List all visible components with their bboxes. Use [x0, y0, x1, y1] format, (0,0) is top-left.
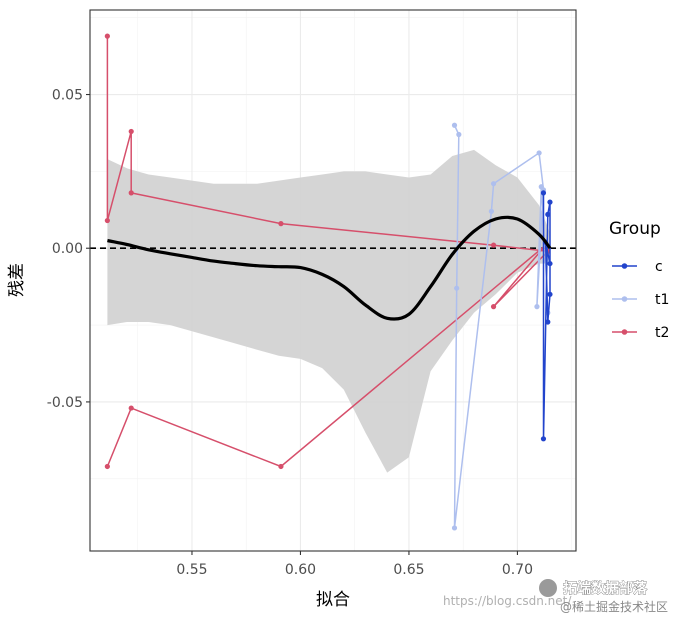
- data-point-t2: [104, 33, 110, 39]
- legend-label-t2: t2: [655, 325, 669, 341]
- legend-title: Group: [609, 219, 661, 239]
- series-line-t1: [453, 124, 549, 528]
- data-point-t2: [104, 463, 110, 470]
- legend-key-t1: t1: [612, 292, 669, 308]
- data-point-c: [545, 319, 551, 325]
- data-point-t1: [456, 131, 462, 138]
- x-axis-title: 拟合: [316, 590, 350, 610]
- data-point-t1: [490, 181, 497, 187]
- legend-label-t1: t1: [655, 292, 669, 308]
- data-point-t1: [538, 184, 544, 190]
- smooth-curve-layer: [107, 215, 552, 321]
- legend-point-t2: [621, 329, 628, 335]
- watermark-url: https://blog.csdn.net/: [443, 594, 572, 608]
- data-point-t2: [278, 463, 284, 470]
- x-tick-label: 0.60: [285, 562, 316, 578]
- data-point-t2: [490, 242, 497, 248]
- data-point-c: [547, 260, 553, 267]
- series-t2: [104, 33, 551, 470]
- data-point-c: [540, 436, 547, 442]
- x-axis: 0.55 0.60 0.65 0.70: [176, 551, 533, 578]
- legend-label-c: c: [655, 259, 663, 275]
- data-point-c: [540, 190, 547, 196]
- confidence-ribbon-layer: [107, 149, 551, 473]
- data-point-c: [547, 199, 553, 205]
- y-tick-label: 0.00: [52, 241, 83, 257]
- data-point-c: [545, 211, 551, 218]
- data-point-t2: [104, 217, 110, 224]
- x-tick-label: 0.70: [502, 562, 533, 578]
- plot-panel-border: [89, 9, 577, 552]
- data-point-c: [547, 291, 553, 297]
- watermark-sub: @稀土掘金技术社区: [560, 599, 668, 614]
- data-point-t2: [490, 304, 497, 310]
- watermark: https://blog.csdn.net/ 拓端数据部落 @稀土掘金技术社区: [443, 579, 668, 614]
- data-point-t1: [536, 150, 542, 156]
- y-axis: -0.05 0.00 0.05: [47, 88, 90, 411]
- data-point-t1: [451, 525, 458, 531]
- legend-point-t1: [621, 296, 628, 302]
- data-point-t2: [128, 128, 134, 135]
- series-line-t2: [106, 36, 550, 468]
- y-tick-label: 0.05: [52, 88, 83, 104]
- wechat-icon: [539, 579, 557, 597]
- legend-keys: c t1 t2: [612, 259, 669, 341]
- x-tick-label: 0.55: [176, 562, 207, 578]
- confidence-ribbon: [107, 149, 551, 473]
- x-tick-label: 0.65: [393, 562, 424, 578]
- data-point-t1: [454, 285, 460, 291]
- legend-key-c: c: [612, 259, 663, 275]
- data-point-t2: [128, 405, 134, 411]
- legend: Group c t1 t2: [609, 219, 669, 341]
- smooth-curve: [107, 215, 552, 321]
- data-point-t1: [451, 122, 458, 128]
- legend-point-c: [621, 263, 628, 269]
- data-point-t2: [278, 221, 284, 227]
- data-point-t1: [534, 304, 540, 310]
- watermark-brand: 拓端数据部落: [563, 580, 648, 597]
- data-point-t1: [488, 208, 494, 214]
- y-axis-title: 残差: [7, 263, 27, 297]
- data-point-t2: [128, 190, 134, 196]
- y-tick-label: -0.05: [47, 395, 83, 411]
- legend-key-t2: t2: [612, 325, 669, 341]
